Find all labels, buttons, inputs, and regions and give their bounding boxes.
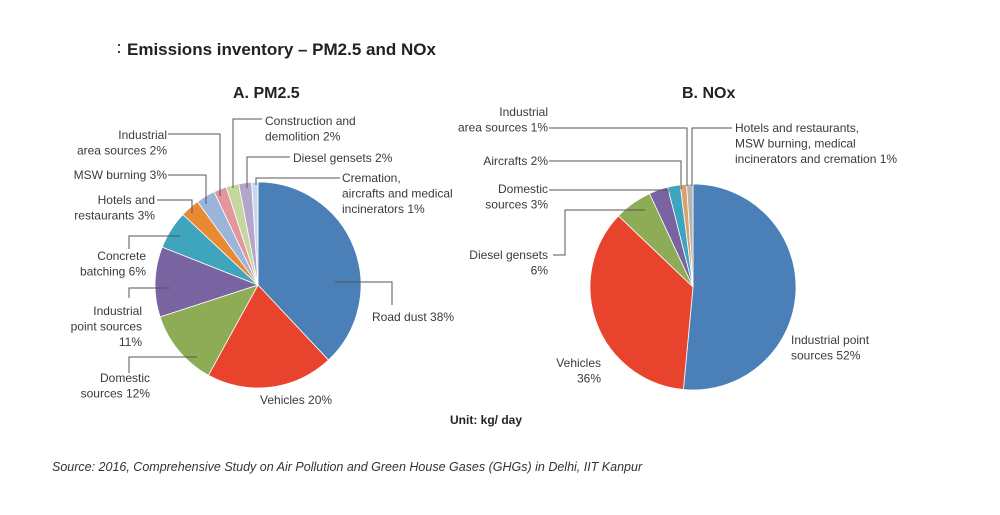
pie-b-slice	[682, 183, 797, 391]
slice-label: Hotels and restaurants 3%	[74, 193, 155, 223]
slice-label-line: Industrial	[93, 304, 142, 318]
slice-label-line: Aircrafts 2%	[483, 154, 548, 168]
slice-label-line: area sources 1%	[458, 121, 548, 135]
slice-label-line: incinerators 1%	[342, 202, 425, 216]
slice-label-line: incinerators and cremation 1%	[735, 152, 897, 166]
slice-label: Domestic sources 12%	[81, 371, 151, 401]
slice-label-line: 36%	[577, 372, 601, 386]
slice-label-line: demolition 2%	[265, 130, 341, 144]
slice-label-line: 6%	[531, 264, 549, 278]
slice-label-line: MSW burning, medical	[735, 137, 856, 151]
slice-label-line: Domestic	[100, 371, 150, 385]
slice-label: Diesel gensets 2%	[293, 151, 393, 165]
slice-label-line: point sources	[71, 320, 142, 334]
title-bullet	[118, 44, 120, 46]
leader-line	[128, 235, 180, 249]
slice-label-line: sources 52%	[791, 349, 861, 363]
pie-a-slice	[154, 246, 260, 318]
slice-label-line: Hotels and	[98, 193, 155, 207]
leader-line	[246, 156, 290, 188]
slice-label-line: area sources 2%	[77, 144, 167, 158]
title-bullet	[118, 51, 120, 53]
slice-label: Industrial point sources 11%	[71, 304, 143, 349]
pie-a-slice	[257, 181, 362, 361]
pie-a-slice	[251, 181, 259, 286]
slice-label-line: MSW burning 3%	[74, 168, 168, 182]
slice-label-line: Diesel gensets	[469, 248, 548, 262]
slice-label: Concrete batching 6%	[80, 249, 146, 279]
slice-label: Construction and demolition 2%	[265, 114, 356, 144]
pie-b-slice	[589, 215, 694, 390]
pie-a-slice	[207, 284, 330, 389]
slice-label: Industrial point sources 52%	[791, 333, 870, 363]
slice-label-line: sources 3%	[485, 198, 548, 212]
slice-label-line: aircrafts and medical	[342, 187, 453, 201]
slice-label: MSW burning 3%	[74, 168, 168, 182]
slice-label-line: Cremation,	[342, 171, 401, 185]
figure-title: Emissions inventory – PM2.5 and NOx	[127, 40, 436, 59]
leader-line	[549, 160, 682, 189]
slice-label: Diesel gensets 6%	[469, 248, 548, 278]
slice-label: Cremation, aircrafts and medical incinerat…	[342, 171, 453, 216]
slice-label-line: sources 12%	[81, 387, 151, 401]
slice-label-line: Concrete	[97, 249, 146, 263]
slice-label: Industrial area sources 1%	[458, 105, 548, 135]
slice-label: Industrial area sources 2%	[77, 128, 167, 158]
slice-label-line: Construction and	[265, 114, 356, 128]
slice-label: Aircrafts 2%	[483, 154, 548, 168]
slice-label-line: Vehicles	[556, 356, 601, 370]
leader-line	[232, 118, 262, 188]
leader-line	[549, 189, 669, 194]
pie-a-title: A. PM2.5	[233, 85, 300, 102]
slice-label-line: Vehicles 20%	[260, 393, 332, 407]
leader-line	[549, 127, 688, 186]
slice-label: Vehicles 36%	[556, 356, 601, 386]
leader-line	[553, 209, 645, 256]
slice-label-line: Road dust 38%	[372, 310, 454, 324]
leader-line	[128, 356, 197, 373]
pie-a-slice	[159, 284, 259, 376]
leader-line	[168, 174, 207, 204]
leader-line	[335, 281, 393, 305]
leader-line	[691, 127, 732, 186]
slice-label-line: Industrial	[499, 105, 548, 119]
slice-label-line: Hotels and restaurants,	[735, 121, 859, 135]
slice-label-line: Industrial	[118, 128, 167, 142]
slice-label-line: Industrial point	[791, 333, 870, 347]
slice-label-line: Domestic	[498, 182, 548, 196]
slice-label: Road dust 38%	[372, 310, 454, 324]
slice-label: Vehicles 20%	[260, 393, 332, 407]
leader-line	[168, 133, 221, 196]
leader-line	[157, 199, 193, 213]
slice-label-line: Diesel gensets 2%	[293, 151, 393, 165]
slice-label: Domestic sources 3%	[485, 182, 548, 212]
pie-b-title: B. NOx	[682, 85, 735, 102]
slice-label: Hotels and restaurants, MSW burning, medi…	[735, 121, 897, 166]
source-note: Source: 2016, Comprehensive Study on Air…	[52, 460, 643, 474]
slice-label-line: batching 6%	[80, 265, 146, 279]
slice-label-line: 11%	[119, 335, 142, 349]
slice-label-line: restaurants 3%	[74, 209, 155, 223]
leader-line	[128, 287, 170, 298]
unit-label: Unit: kg/ day	[450, 413, 522, 427]
leader-line	[255, 177, 340, 185]
